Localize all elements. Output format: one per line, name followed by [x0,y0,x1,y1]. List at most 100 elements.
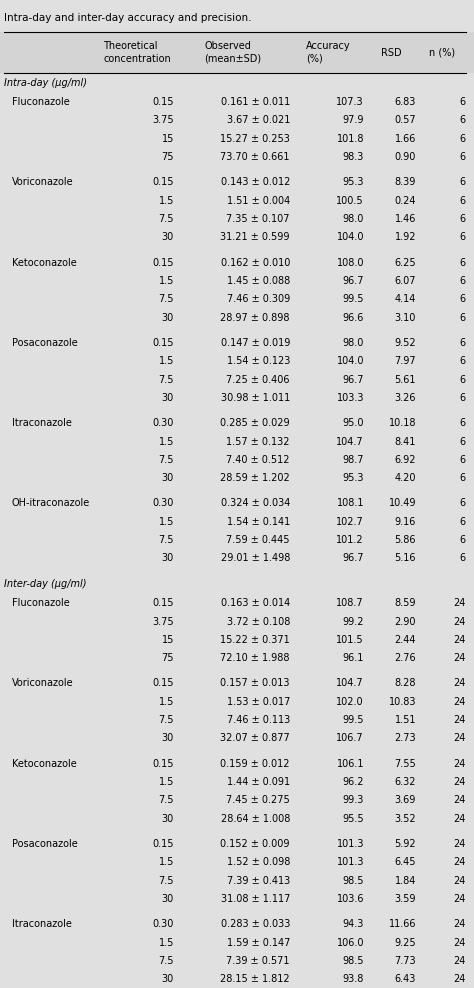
Text: 7.5: 7.5 [158,294,174,304]
Text: 6: 6 [460,294,466,304]
Text: Voriconazole: Voriconazole [12,177,73,188]
Text: 6: 6 [460,374,466,384]
Text: 6: 6 [460,473,466,483]
Text: RSD: RSD [381,47,401,57]
Text: 24: 24 [454,795,466,805]
Text: 8.41: 8.41 [395,437,416,447]
Text: 7.5: 7.5 [158,795,174,805]
Text: 30: 30 [162,393,174,403]
Text: 8.28: 8.28 [394,679,416,689]
Text: 30.98 ± 1.011: 30.98 ± 1.011 [221,393,290,403]
Text: 7.5: 7.5 [158,535,174,545]
Text: Intra-day and inter-day accuracy and precision.: Intra-day and inter-day accuracy and pre… [4,13,252,23]
Text: 1.5: 1.5 [159,517,174,527]
Text: 7.97: 7.97 [394,357,416,367]
Text: 98.7: 98.7 [343,454,364,464]
Text: 6.92: 6.92 [394,454,416,464]
Text: 0.24: 0.24 [394,196,416,206]
Text: 6: 6 [460,312,466,323]
Text: 73.70 ± 0.661: 73.70 ± 0.661 [220,152,290,162]
Text: 6: 6 [460,418,466,428]
Text: 7.5: 7.5 [158,214,174,224]
Text: 7.45 ± 0.275: 7.45 ± 0.275 [226,795,290,805]
Text: 97.9: 97.9 [343,116,364,125]
Text: 30: 30 [162,894,174,904]
Text: 0.143 ± 0.012: 0.143 ± 0.012 [220,177,290,188]
Text: 108.1: 108.1 [337,498,364,509]
Text: 1.66: 1.66 [395,133,416,143]
Text: 7.5: 7.5 [158,875,174,885]
Text: Itraconazole: Itraconazole [12,919,72,930]
Text: 0.283 ± 0.033: 0.283 ± 0.033 [220,919,290,930]
Text: 30: 30 [162,733,174,743]
Text: Ketoconazole: Ketoconazole [12,258,77,268]
Text: 98.0: 98.0 [343,338,364,348]
Text: 24: 24 [454,956,466,966]
Text: 7.59 ± 0.445: 7.59 ± 0.445 [227,535,290,545]
Text: 9.25: 9.25 [394,938,416,947]
Text: 24: 24 [454,875,466,885]
Text: 1.5: 1.5 [159,858,174,867]
Text: 6: 6 [460,498,466,509]
Text: 7.5: 7.5 [158,715,174,725]
Text: 1.5: 1.5 [159,357,174,367]
Text: 7.35 ± 0.107: 7.35 ± 0.107 [227,214,290,224]
Text: 24: 24 [454,617,466,626]
Text: 8.39: 8.39 [395,177,416,188]
Text: 95.3: 95.3 [343,177,364,188]
Text: 94.3: 94.3 [343,919,364,930]
Text: Posaconazole: Posaconazole [12,338,78,348]
Text: 6.07: 6.07 [394,276,416,286]
Text: 24: 24 [454,697,466,706]
Text: 93.8: 93.8 [343,974,364,984]
Text: 0.15: 0.15 [153,258,174,268]
Text: 1.5: 1.5 [159,777,174,787]
Text: 6.45: 6.45 [394,858,416,867]
Text: 6: 6 [460,177,466,188]
Text: 6.43: 6.43 [395,974,416,984]
Text: 7.55: 7.55 [394,759,416,769]
Text: 7.46 ± 0.113: 7.46 ± 0.113 [227,715,290,725]
Text: 6: 6 [460,196,466,206]
Text: 1.51: 1.51 [394,715,416,725]
Text: Voriconazole: Voriconazole [12,679,73,689]
Text: 29.01 ± 1.498: 29.01 ± 1.498 [220,553,290,563]
Text: 101.8: 101.8 [337,133,364,143]
Text: 0.161 ± 0.011: 0.161 ± 0.011 [221,97,290,107]
Text: 0.157 ± 0.013: 0.157 ± 0.013 [220,679,290,689]
Text: 104.0: 104.0 [337,357,364,367]
Text: 5.16: 5.16 [394,553,416,563]
Text: 6: 6 [460,553,466,563]
Text: Accuracy
(%): Accuracy (%) [306,41,350,64]
Text: Fluconazole: Fluconazole [12,598,70,609]
Text: 101.3: 101.3 [337,839,364,849]
Text: 7.5: 7.5 [158,454,174,464]
Text: 0.15: 0.15 [153,679,174,689]
Text: 7.39 ± 0.571: 7.39 ± 0.571 [227,956,290,966]
Text: 6: 6 [460,517,466,527]
Text: 1.52 ± 0.098: 1.52 ± 0.098 [227,858,290,867]
Text: 3.26: 3.26 [394,393,416,403]
Text: 108.7: 108.7 [337,598,364,609]
Text: 96.7: 96.7 [343,374,364,384]
Text: 7.25 ± 0.406: 7.25 ± 0.406 [227,374,290,384]
Text: 102.7: 102.7 [336,517,364,527]
Text: 1.5: 1.5 [159,276,174,286]
Text: 24: 24 [454,679,466,689]
Text: 0.152 ± 0.009: 0.152 ± 0.009 [220,839,290,849]
Text: 0.162 ± 0.010: 0.162 ± 0.010 [220,258,290,268]
Text: OH-itraconazole: OH-itraconazole [12,498,90,509]
Text: 6: 6 [460,116,466,125]
Text: 103.6: 103.6 [337,894,364,904]
Text: 106.0: 106.0 [337,938,364,947]
Text: 95.5: 95.5 [342,814,364,824]
Text: 32.07 ± 0.877: 32.07 ± 0.877 [220,733,290,743]
Text: 6: 6 [460,393,466,403]
Text: 104.7: 104.7 [337,679,364,689]
Text: 6: 6 [460,232,466,242]
Text: 6: 6 [460,97,466,107]
Text: 6: 6 [460,152,466,162]
Text: 106.7: 106.7 [337,733,364,743]
Text: 10.18: 10.18 [389,418,416,428]
Text: 15.27 ± 0.253: 15.27 ± 0.253 [220,133,290,143]
